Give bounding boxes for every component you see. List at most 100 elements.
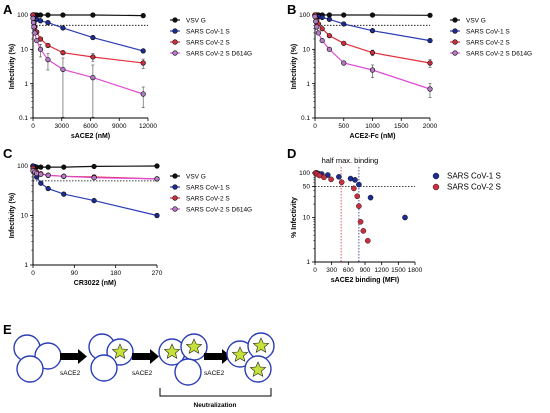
legend-marker: [452, 39, 458, 45]
x-tick-label: 0: [31, 123, 35, 130]
legend-marker: [432, 172, 440, 180]
data-point: [326, 12, 332, 18]
legend-marker: [452, 50, 458, 56]
legend-label: SARS CoV-2 S: [447, 182, 501, 191]
x-tick-label: 3000: [55, 123, 70, 130]
series-0: [312, 170, 408, 221]
legend-item: SARS CoV-1 S: [170, 28, 230, 35]
legend-item: SARS CoV-2 S: [432, 182, 501, 191]
data-point: [91, 197, 97, 204]
arrow-2: [132, 349, 159, 364]
y-tick-label: 100: [299, 170, 310, 177]
data-point: [367, 194, 374, 201]
x-tick-label: 180: [110, 270, 121, 277]
y-tick-label: 0.1: [301, 115, 310, 122]
data-point: [356, 181, 362, 188]
data-point: [319, 14, 325, 21]
x-tick-label: 1800: [408, 267, 423, 274]
chart-a: 0.1 1 10 100 0 3000 6000 9000 12000 sACE2 (nM) Inf…: [9, 12, 252, 140]
bracket-label: Neutralization: [194, 402, 237, 409]
data-point: [30, 20, 37, 26]
y-tick-label: 100: [299, 12, 310, 19]
y-tick-label: 10: [21, 47, 29, 54]
series-1: [312, 170, 371, 244]
y-axis-label: Infectivity (%): [9, 193, 16, 239]
legend-marker: [172, 17, 178, 23]
data-point: [154, 163, 160, 169]
x-tick-label: 6000: [83, 123, 98, 130]
half-max-binding-label: half max. binding: [322, 156, 379, 165]
x-tick-label: 900: [360, 267, 371, 274]
data-point: [356, 203, 362, 209]
legend-item: SARS CoV-2 S D614G: [450, 50, 532, 57]
legend-marker: [452, 17, 458, 23]
data-point: [319, 37, 325, 44]
y-tick-label: 10: [303, 215, 311, 222]
y-tick-label: 1: [24, 262, 28, 269]
y-tick-label: 1: [306, 259, 310, 266]
legend-item: SARS CoV-1 S: [432, 171, 501, 180]
data-point: [351, 185, 357, 192]
y-axis-label: Infectivity (%): [9, 44, 16, 90]
data-point: [140, 60, 146, 66]
data-point: [45, 12, 51, 18]
data-point: [369, 12, 376, 18]
data-point: [341, 12, 347, 18]
arrow-2-label: sACE2: [132, 370, 153, 377]
data-point: [37, 18, 44, 24]
data-point: [315, 30, 322, 36]
legend-label: SARS CoV-2 S D614G: [186, 50, 252, 57]
data-point: [61, 173, 67, 179]
x-tick-label: 12000: [139, 123, 157, 130]
data-point: [326, 33, 332, 39]
legend-marker: [172, 50, 178, 56]
neutralization-bracket: [159, 388, 272, 397]
data-point: [45, 164, 51, 170]
series-3: [30, 167, 160, 182]
data-point: [90, 12, 96, 18]
data-point: [154, 212, 160, 219]
data-point: [427, 86, 433, 92]
data-point: [61, 191, 67, 197]
legend-label: SARS CoV-1 S: [186, 184, 230, 191]
x-axis-label: sACE2 (nM): [71, 133, 110, 140]
data-point: [38, 164, 44, 170]
y-tick-label: 10: [303, 47, 311, 54]
x-tick-label: 9000: [112, 123, 127, 130]
arrow-3-label: sACE2: [204, 370, 225, 377]
legend-marker: [172, 28, 178, 34]
data-point: [154, 176, 160, 182]
legend-item: VSV G: [450, 17, 486, 24]
legend-label: SARS CoV-2 S: [466, 39, 510, 46]
x-tick-label: 0: [31, 270, 35, 277]
panel-label-c: C: [3, 146, 13, 161]
diagram-e: sACE2 sACE2 sACE2: [13, 332, 275, 409]
data-point: [140, 13, 146, 19]
chart-c: 1 10 100 0 90 180 270 CR3022 (nM) Infectivity (%…: [9, 163, 252, 287]
data-point: [60, 12, 66, 18]
data-point: [352, 177, 358, 183]
star-icon: [111, 343, 129, 359]
data-point: [341, 40, 347, 46]
data-point: [37, 12, 44, 18]
data-point: [369, 28, 376, 34]
star-icon: [185, 338, 203, 354]
y-tick-label: 1: [24, 81, 28, 88]
data-point: [427, 37, 433, 44]
data-point: [312, 13, 318, 20]
legend-item: VSV G: [170, 17, 206, 24]
data-point: [61, 164, 67, 170]
legend-item: SARS CoV-2 S: [170, 39, 230, 46]
series-3: [30, 15, 146, 118]
series-line: [32, 165, 158, 217]
chart-d: 1 10 50 100 0 300 600 900 1200 1500 1800 sACE2 bind…: [291, 156, 501, 284]
legend-item: SARS CoV-1 S: [450, 28, 510, 35]
x-tick-label: 1200: [374, 267, 389, 274]
legend-label: SARS CoV-1 S: [466, 28, 510, 35]
data-point: [60, 66, 66, 73]
legend-item: VSV G: [170, 173, 206, 180]
legend-item: SARS CoV-2 S: [450, 39, 510, 46]
x-axis-label: sACE2 binding (MFI): [331, 277, 399, 284]
arrow-3: [204, 349, 231, 364]
